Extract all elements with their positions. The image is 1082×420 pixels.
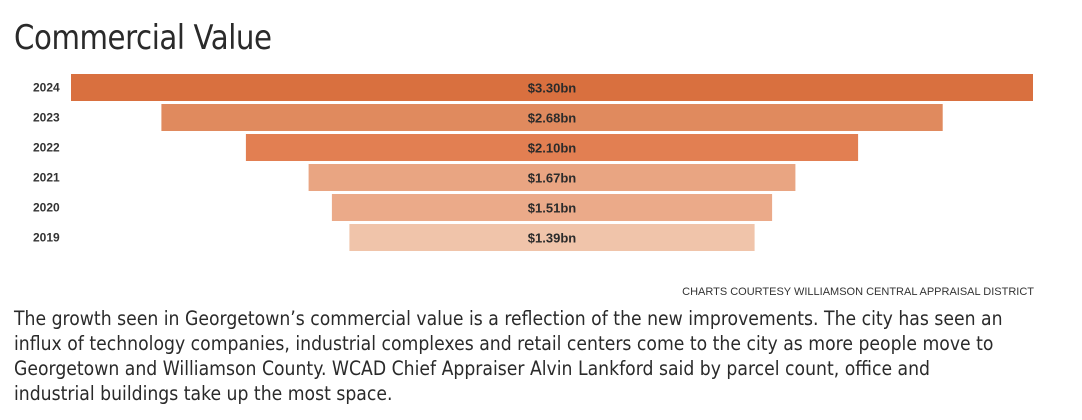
article-paragraph: The growth seen in Georgetown’s commerci… [14, 307, 1003, 405]
category-label-2023: 2023 [33, 111, 60, 125]
bar-2023 [161, 104, 943, 131]
commercial-value-chart: 2024 $3.30bn 2023 $2.68bn 2022 $2.10bn 2021 $1.… [33, 74, 1033, 251]
chart-credit: CHARTS COURTESY WILLIAMSON CENTRAL APPRA… [682, 286, 1034, 298]
bar-2024 [71, 74, 1033, 101]
data-label-2020: $1.51bn [528, 201, 576, 216]
data-label-2024: $3.30bn [528, 81, 576, 96]
category-label-2020: 2020 [33, 201, 60, 215]
bar-2022 [245, 134, 859, 161]
category-label-2021: 2021 [33, 171, 60, 185]
chart-title: Commercial Value [14, 18, 272, 58]
bar-2019 [349, 224, 755, 251]
data-label-2019: $1.39bn [528, 231, 576, 246]
bar-2021 [308, 164, 796, 191]
data-label-2022: $2.10bn [528, 141, 576, 156]
bar-2020 [331, 194, 773, 221]
category-label-2019: 2019 [33, 231, 60, 245]
category-label-2022: 2022 [33, 141, 60, 155]
category-label-2024: 2024 [33, 81, 60, 95]
data-label-2021: $1.67bn [528, 171, 576, 186]
data-label-2023: $2.68bn [528, 111, 576, 126]
